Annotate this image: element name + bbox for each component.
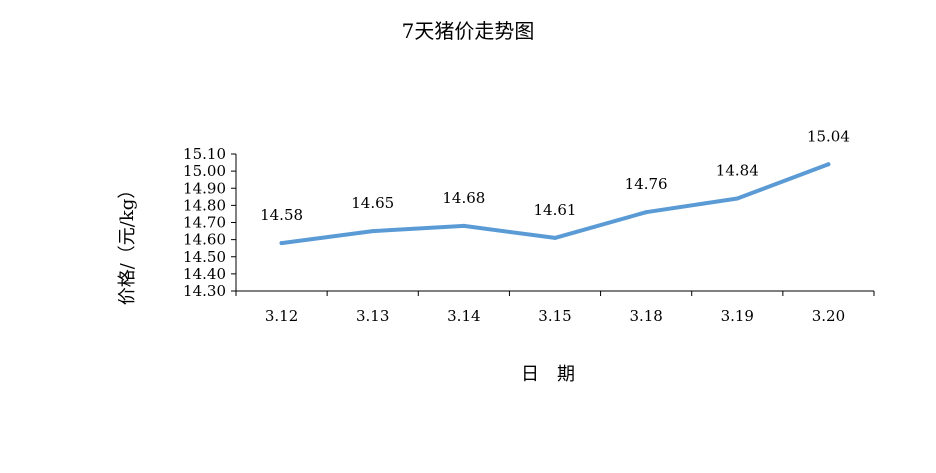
data-point: [370, 229, 375, 234]
data-label: 14.65: [351, 194, 394, 212]
y-tick-label: 15.00: [183, 162, 226, 180]
data-label: 14.61: [534, 201, 577, 219]
chart-title: 7天猪价走势图: [402, 19, 535, 43]
x-axis-title: 日 期: [521, 364, 575, 385]
data-label: 14.76: [625, 175, 668, 193]
x-tick-label: 3.15: [538, 307, 571, 325]
y-tick-label: 15.10: [183, 145, 226, 163]
data-label: 14.84: [716, 162, 759, 180]
data-point: [826, 162, 831, 167]
data-label: 15.04: [807, 127, 850, 145]
data-point: [553, 235, 557, 240]
x-tick-label: 3.19: [721, 307, 754, 325]
y-tick-label: 14.40: [183, 265, 226, 283]
data-label: 14.68: [442, 189, 485, 207]
y-tick-label: 14.60: [183, 231, 226, 249]
data-label: 14.58: [260, 206, 303, 224]
x-tick-label: 3.13: [356, 307, 389, 325]
y-tick-label: 14.90: [183, 179, 226, 197]
y-axis-title: 价格/（元/kg）: [117, 181, 138, 306]
y-tick-label: 14.30: [183, 282, 226, 300]
x-tick-label: 3.12: [265, 307, 298, 325]
data-point: [461, 223, 466, 228]
data-point: [279, 241, 284, 246]
data-point: [644, 210, 649, 215]
data-point: [735, 196, 740, 201]
x-tick-label: 3.14: [447, 307, 480, 325]
y-tick-label: 14.50: [183, 248, 226, 266]
plot-area: 14.3014.4014.5014.6014.7014.8014.9015.00…: [183, 127, 875, 325]
y-tick-label: 14.80: [183, 196, 226, 214]
x-tick-label: 3.18: [629, 307, 662, 325]
y-tick-label: 14.70: [183, 214, 226, 232]
x-tick-label: 3.20: [812, 307, 845, 325]
